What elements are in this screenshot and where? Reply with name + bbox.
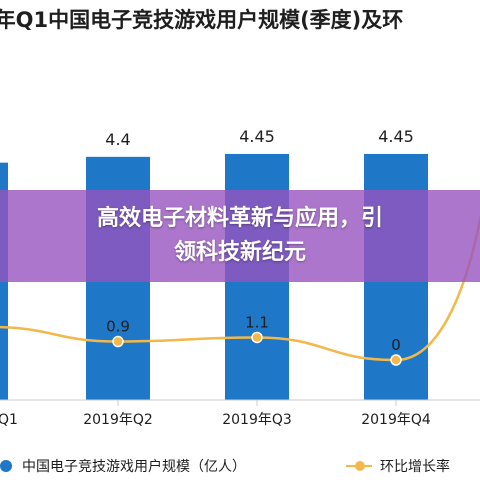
legend: 中国电子竞技游戏用户规模（亿人） 环比增长率 [0,452,480,480]
bar-value-label-3: 4.45 [378,127,414,146]
legend-label-users: 中国电子竞技游戏用户规模（亿人） [22,459,246,475]
growth-point-1 [112,335,124,348]
growth-point-3 [390,354,402,366]
growth-value-label-1: 0.9 [106,318,130,336]
x-tick-label-1: 2019年Q2 [83,412,153,428]
legend-item-users: 中国电子竞技游戏用户规模（亿人） [0,456,246,476]
bar-value-label-2: 4.45 [239,127,275,146]
x-tick-label-3: 2019年Q4 [361,412,431,428]
legend-label-growth: 环比增长率 [380,459,450,475]
growth-line [0,214,480,362]
promo-line-1: 高效电子材料革新与应用，引 [96,206,383,231]
promo-overlay: 高效电子材料革新与应用，引 领科技新纪元 [0,190,480,282]
promo-line-2: 领科技新纪元 [173,240,306,265]
legend-marker-bar [0,460,12,472]
x-tick-label-2: 2019年Q3 [222,412,292,428]
legend-marker-line [346,461,372,471]
bar-value-label-1: 4.4 [105,130,130,149]
chart-title: 0年Q1中国电子竞技游戏用户规模(季度)及环 [0,8,404,32]
promo-overlay-text: 高效电子材料革新与应用，引 领科技新纪元 [25,202,455,270]
growth-value-label-3: 0 [391,336,401,354]
legend-item-growth: 环比增长率 [346,456,450,476]
growth-value-label-2: 1.1 [245,313,269,331]
growth-point-2 [251,331,263,344]
x-tick-label-0: Q1 [0,412,18,428]
